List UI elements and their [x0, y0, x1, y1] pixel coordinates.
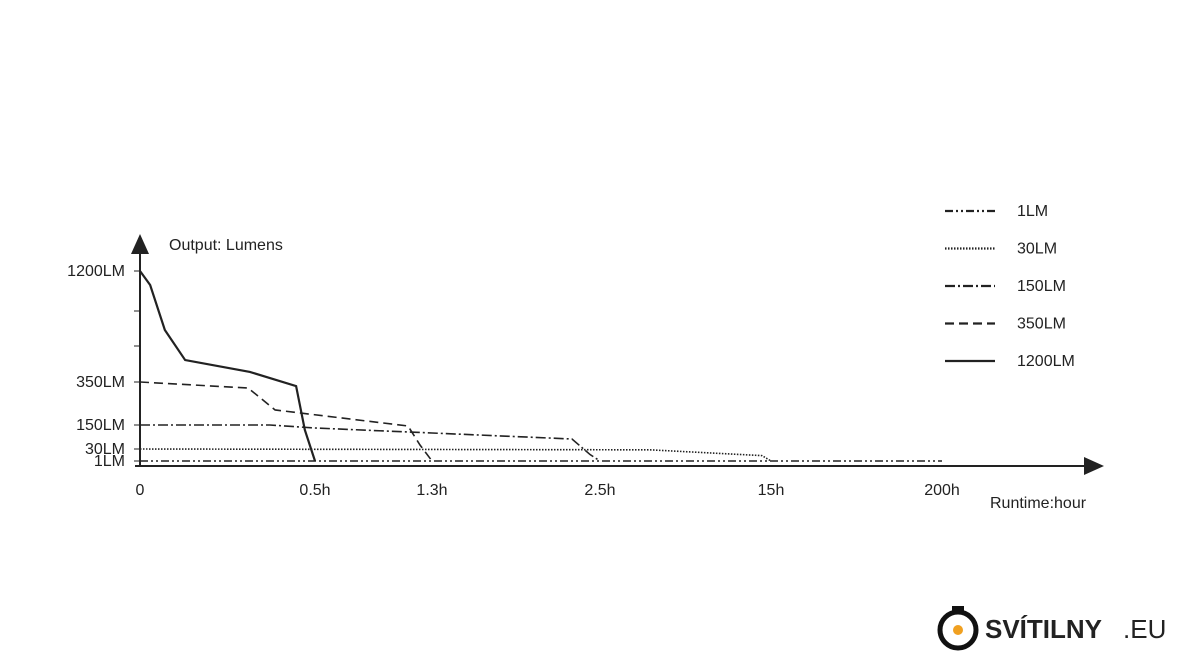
series-line: [140, 424, 601, 462]
y-axis-arrow: [131, 234, 149, 254]
legend-label: 150LM: [1017, 278, 1066, 295]
x-tick-label: 15h: [758, 482, 785, 499]
legend-label: 1200LM: [1017, 353, 1075, 370]
x-axis-label: Runtime:hour: [990, 495, 1087, 512]
y-tick-label: 150LM: [76, 417, 125, 434]
legend-label: 1LM: [1017, 203, 1048, 220]
series-line: [139, 381, 433, 462]
series-line: [139, 448, 772, 462]
y-axis-label: Output: Lumens: [169, 237, 283, 254]
x-tick-label: 200h: [924, 482, 960, 499]
x-tick-label: 2.5h: [584, 482, 615, 499]
brand: SVÍTILNY: [985, 614, 1102, 644]
legend-label: 30LM: [1017, 241, 1057, 258]
x-tick-label: 0: [136, 482, 145, 499]
x-axis-arrow: [1084, 457, 1104, 475]
y-tick-label: 30LM: [85, 441, 125, 458]
watermark: SVÍTILNY .EU: [937, 606, 1166, 651]
brand-suffix: .EU: [1123, 614, 1166, 644]
logo-dot: [953, 625, 963, 635]
series-line: [139, 270, 317, 462]
logo-cap: [952, 606, 964, 612]
y-tick-label: 350LM: [76, 374, 125, 391]
y-tick-label: 1200LM: [67, 263, 125, 280]
x-tick-label: 1.3h: [416, 482, 447, 499]
y-tick-label: 1LM: [94, 453, 125, 470]
x-tick-label: 0.5h: [299, 482, 330, 499]
legend-label: 350LM: [1017, 316, 1066, 333]
